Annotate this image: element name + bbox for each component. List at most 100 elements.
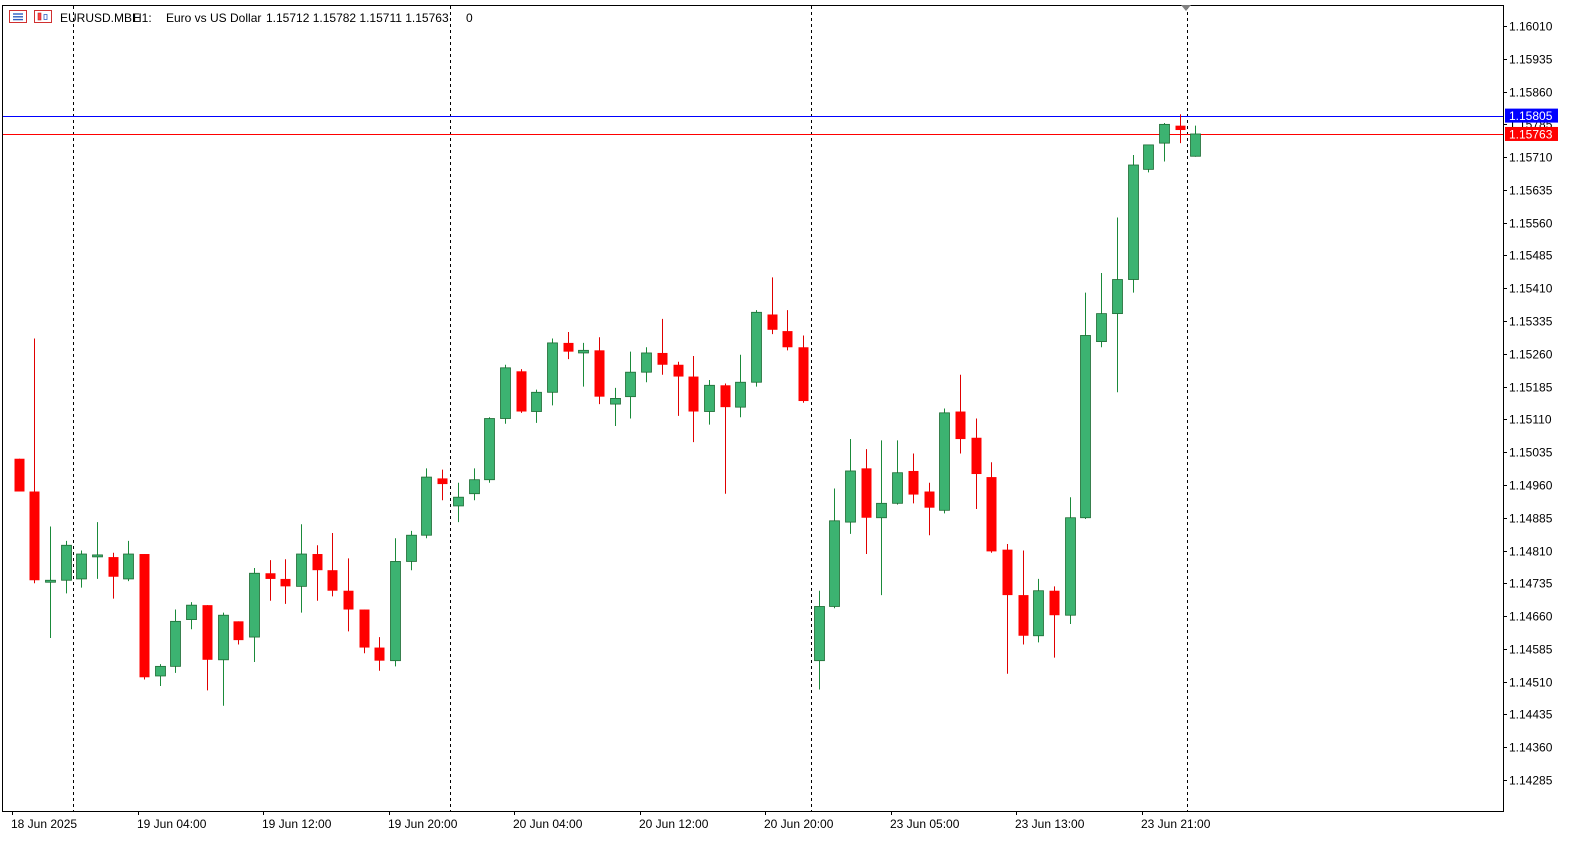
y-tick-label: 1.14360 <box>1509 741 1553 755</box>
candle-body <box>876 502 887 519</box>
candle[interactable] <box>955 374 966 454</box>
candle[interactable] <box>1096 272 1107 348</box>
y-tick-label: 1.15710 <box>1509 151 1553 165</box>
candle[interactable] <box>1065 497 1076 624</box>
candle[interactable] <box>186 602 197 630</box>
candle[interactable] <box>798 335 809 403</box>
candle[interactable] <box>406 530 417 571</box>
candle[interactable] <box>233 621 244 645</box>
candle-body <box>892 472 903 504</box>
candle[interactable] <box>218 612 229 706</box>
candle[interactable] <box>14 458 25 492</box>
candle[interactable] <box>892 440 903 505</box>
candle[interactable] <box>782 310 793 351</box>
candle[interactable] <box>343 558 354 632</box>
candle[interactable] <box>1128 154 1139 293</box>
candle[interactable] <box>829 488 840 609</box>
candle[interactable] <box>312 545 323 601</box>
candle[interactable] <box>704 380 715 425</box>
chart-candles-icon[interactable] <box>34 10 52 23</box>
x-tick-label: 19 Jun 20:00 <box>388 817 458 831</box>
candle[interactable] <box>1143 144 1154 173</box>
candle[interactable] <box>516 369 527 413</box>
candle[interactable] <box>1018 550 1029 645</box>
candle[interactable] <box>986 462 997 553</box>
candle[interactable] <box>531 389 542 423</box>
candle[interactable] <box>924 482 935 536</box>
candle[interactable] <box>296 524 307 613</box>
candle[interactable] <box>170 609 181 673</box>
candle[interactable] <box>1175 114 1186 144</box>
candle[interactable] <box>500 364 511 424</box>
candle[interactable] <box>202 605 213 691</box>
candle[interactable] <box>688 356 699 443</box>
candle[interactable] <box>547 338 558 406</box>
candle[interactable] <box>971 418 982 509</box>
candle[interactable] <box>641 347 652 383</box>
candle[interactable] <box>720 383 731 494</box>
candle[interactable] <box>578 342 589 387</box>
candle[interactable] <box>484 417 495 483</box>
candle[interactable] <box>61 540 72 594</box>
timeframe-label: H1: <box>133 11 152 25</box>
y-tick-label: 1.15860 <box>1509 86 1553 100</box>
candle[interactable] <box>908 453 919 504</box>
symbol-label: EURUSD.MBE <box>60 11 140 25</box>
blue-price-label: 1.15805 <box>1505 108 1558 123</box>
candle[interactable] <box>594 337 605 405</box>
candle[interactable] <box>359 609 370 654</box>
candle[interactable] <box>735 354 746 418</box>
y-tick-label: 1.15335 <box>1509 315 1553 329</box>
candle[interactable] <box>45 526 56 638</box>
svg-text:1.15805: 1.15805 <box>1509 109 1553 123</box>
ohlc-values: 1.15712 1.15782 1.15711 1.15763 <box>266 11 449 25</box>
candle[interactable] <box>249 568 260 662</box>
candle[interactable] <box>767 277 778 335</box>
candle[interactable] <box>437 469 448 501</box>
candle[interactable] <box>123 540 134 582</box>
symbol-list-icon[interactable] <box>9 10 27 23</box>
candle[interactable] <box>1002 543 1013 674</box>
candle[interactable] <box>29 338 40 584</box>
candle[interactable] <box>625 351 636 419</box>
candle[interactable] <box>265 560 276 601</box>
candle[interactable] <box>1049 586 1060 658</box>
candle-body <box>563 342 574 352</box>
candle[interactable] <box>751 310 762 387</box>
candle[interactable] <box>610 387 621 426</box>
candle[interactable] <box>673 361 684 416</box>
candle[interactable] <box>92 522 103 579</box>
candle[interactable] <box>327 533 338 597</box>
candle[interactable] <box>390 538 401 667</box>
candle[interactable] <box>155 664 166 687</box>
candle[interactable] <box>657 318 668 375</box>
candle[interactable] <box>1159 123 1170 162</box>
candle[interactable] <box>861 449 872 555</box>
candle[interactable] <box>1080 292 1091 520</box>
candle[interactable] <box>76 550 87 588</box>
candle-body <box>61 544 72 581</box>
candle[interactable] <box>845 439 856 534</box>
candle[interactable] <box>876 440 887 596</box>
candle[interactable] <box>469 468 480 501</box>
candle-body <box>421 476 432 536</box>
candle[interactable] <box>1112 217 1123 393</box>
candle[interactable] <box>421 468 432 539</box>
x-tick-label: 20 Jun 12:00 <box>639 817 709 831</box>
candle[interactable] <box>374 637 385 671</box>
y-tick-label: 1.14435 <box>1509 708 1553 722</box>
y-tick-label: 1.16010 <box>1509 20 1553 34</box>
candle[interactable] <box>814 590 825 690</box>
candle[interactable] <box>1033 578 1044 643</box>
candle[interactable] <box>139 554 150 680</box>
candle[interactable] <box>108 552 119 599</box>
candle[interactable] <box>453 482 464 523</box>
candle[interactable] <box>563 331 574 360</box>
candle[interactable] <box>280 559 291 604</box>
candle[interactable] <box>939 408 950 514</box>
candle-body <box>1065 517 1076 616</box>
candle[interactable] <box>1190 125 1201 157</box>
x-tick-label: 18 Jun 2025 <box>11 817 77 831</box>
